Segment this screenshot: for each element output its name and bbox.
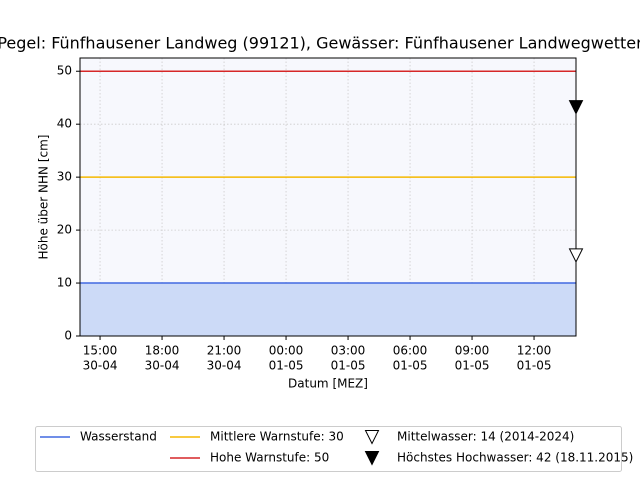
x-tick-label: 06:00 xyxy=(393,344,428,358)
x-tick-label: 01-05 xyxy=(269,359,304,373)
y-tick-label: 20 xyxy=(57,223,72,237)
x-tick-label: 00:00 xyxy=(269,344,304,358)
x-tick-label: 01-05 xyxy=(517,359,552,373)
marker xyxy=(568,100,584,115)
x-tick-label: 12:00 xyxy=(517,344,552,358)
x-tick-label: 30-04 xyxy=(145,359,180,373)
x-tick-label: 03:00 xyxy=(331,344,366,358)
area xyxy=(80,283,576,336)
x-tick-label: 09:00 xyxy=(455,344,490,358)
legend-label: Hohe Warnstufe: 50 xyxy=(210,451,329,465)
x-tick-label: 30-04 xyxy=(83,359,118,373)
chart-title: Pegel: Fünfhausener Landweg (99121), Gew… xyxy=(0,34,640,53)
y-tick-label: 30 xyxy=(57,170,72,184)
x-tick-label: 01-05 xyxy=(455,359,490,373)
legend-label: Mittelwasser: 14 (2014-2024) xyxy=(397,430,574,444)
legend-swatch xyxy=(364,451,380,466)
x-tick-label: 15:00 xyxy=(83,344,118,358)
y-tick-label: 40 xyxy=(57,117,72,131)
y-tick-label: 0 xyxy=(64,329,72,343)
legend-swatch xyxy=(364,430,380,445)
x-tick-label: 18:00 xyxy=(145,344,180,358)
y-tick-label: 10 xyxy=(57,276,72,290)
x-axis-label: Datum [MEZ] xyxy=(288,377,368,391)
y-axis-label: Höhe über NHN [cm] xyxy=(37,135,51,260)
legend-label: Wasserstand xyxy=(80,430,157,444)
marker xyxy=(568,248,584,263)
y-tick-label: 50 xyxy=(57,64,72,78)
legend-label: Höchstes Hochwasser: 42 (18.11.2015) xyxy=(397,451,633,465)
x-tick-label: 01-05 xyxy=(331,359,366,373)
plot-frame xyxy=(79,57,577,337)
x-tick-label: 21:00 xyxy=(207,344,242,358)
x-tick-label: 01-05 xyxy=(393,359,428,373)
legend-label: Mittlere Warnstufe: 30 xyxy=(210,430,344,444)
x-tick-label: 30-04 xyxy=(207,359,242,373)
